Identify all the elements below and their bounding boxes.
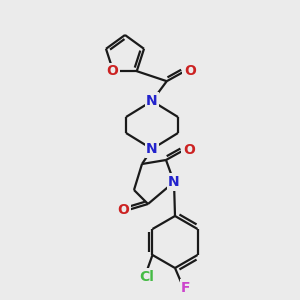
Text: O: O (184, 64, 196, 78)
Text: N: N (146, 94, 158, 108)
Text: O: O (106, 64, 118, 78)
Text: Cl: Cl (139, 270, 154, 284)
Text: N: N (146, 142, 158, 156)
Text: F: F (181, 281, 191, 295)
Text: O: O (183, 143, 195, 157)
Text: N: N (168, 175, 180, 189)
Text: O: O (117, 203, 129, 217)
